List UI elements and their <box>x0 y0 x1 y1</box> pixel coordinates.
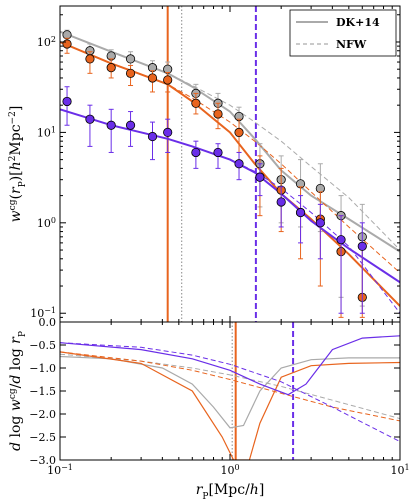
bottom-xtick-label-2: 101 <box>390 463 409 478</box>
bottom-slope-dashed-1 <box>60 351 400 422</box>
bottom-slope-solid-2 <box>60 335 400 396</box>
data-point-1-8 <box>234 127 244 137</box>
bottom-slope-curves <box>60 335 400 460</box>
data-point-1-3 <box>125 68 136 78</box>
data-point-2-5 <box>163 127 173 137</box>
data-point-2-7 <box>213 147 223 158</box>
bottom-ytick-label-3: −1.5 <box>29 385 56 398</box>
top-data-points <box>62 29 367 318</box>
top-ytick-label-2: 101 <box>37 125 56 140</box>
bottom-xlabel: rP[Mpc/h] <box>196 482 265 502</box>
data-point-0-3 <box>125 54 136 64</box>
data-point-2-0 <box>62 96 72 107</box>
data-point-1-7 <box>213 109 223 119</box>
top-fit-solid-1 <box>60 41 400 307</box>
bottom-reference-lines <box>231 322 295 460</box>
data-point-1-5 <box>163 75 173 85</box>
bottom-slope-solid-1 <box>60 351 400 460</box>
data-point-2-10 <box>276 197 286 207</box>
data-point-1-0 <box>62 39 72 49</box>
data-point-1-4 <box>147 73 158 83</box>
legend-label-dk14: DK+14 <box>336 16 380 29</box>
top-ytick-label-1: 100 <box>37 215 56 230</box>
top-ticks: 10−1 100 101 102 <box>30 6 401 323</box>
data-point-2-6 <box>191 147 201 158</box>
data-point-1-6 <box>191 98 201 108</box>
bottom-ytick-label-5: −0.5 <box>29 339 56 352</box>
bottom-ytick-label-1: −2.5 <box>29 431 56 444</box>
data-point-2-3 <box>125 120 136 130</box>
bottom-ytick-label-0: −3.0 <box>29 454 56 467</box>
legend-box <box>289 9 397 57</box>
data-point-2-4 <box>147 131 158 142</box>
bottom-ytick-label-4: −1.0 <box>29 362 56 375</box>
bottom-ylabel: d log wcg/d log rP <box>8 331 28 451</box>
data-point-2-13 <box>336 235 346 245</box>
top-fit-dashed-2 <box>60 108 400 314</box>
bottom-xtick-label-0: 10−1 <box>47 463 73 478</box>
bottom-ytick-label-2: −2.0 <box>29 408 56 421</box>
data-point-2-14 <box>357 241 367 251</box>
bottom-ticks: 10−1 100 101 −3.0 −2.5 −2.0 −1.5 −1.0 −0.5 0.0 <box>29 316 409 477</box>
data-point-1-2 <box>106 63 116 73</box>
data-point-2-9 <box>255 172 265 182</box>
top-fit-solid-0 <box>60 30 400 253</box>
legend-label-nfw: NFW <box>336 38 367 51</box>
data-point-2-12 <box>315 218 325 228</box>
bottom-slope-dashed-2 <box>60 342 400 443</box>
data-point-2-8 <box>234 159 244 169</box>
legend: DK+14 NFW <box>289 9 397 57</box>
bottom-xtick-label-1: 100 <box>220 463 239 478</box>
data-point-2-2 <box>106 120 116 130</box>
data-point-2-1 <box>85 114 95 124</box>
bottom-slope-solid-0 <box>60 355 400 429</box>
top-ylabel: wcg(rP)[h2Mpc−2] <box>8 106 28 223</box>
bottom-ytick-label-6: 0.0 <box>39 316 57 329</box>
data-point-2-11 <box>295 207 306 218</box>
top-ytick-label-0: 10−1 <box>30 306 56 321</box>
top-ytick-label-3: 102 <box>37 34 56 49</box>
data-point-1-1 <box>85 54 95 64</box>
